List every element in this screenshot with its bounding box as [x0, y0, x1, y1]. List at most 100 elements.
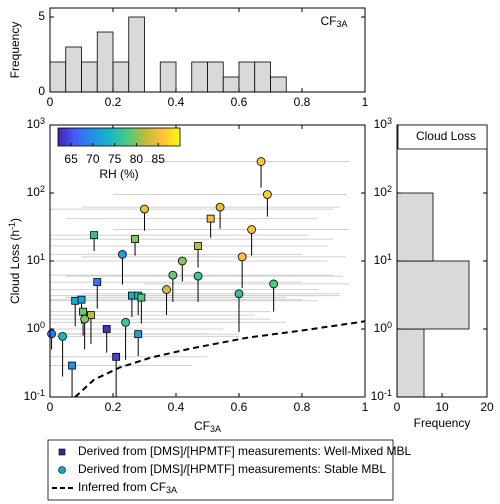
tick-label: 102 [374, 184, 392, 199]
hist-bar [207, 61, 224, 93]
hist-bar [396, 328, 425, 398]
legend-marker [58, 466, 66, 474]
colorbar-tick-label: 75 [108, 152, 122, 166]
circle-marker [247, 225, 257, 234]
y-axis-label: Frequency [8, 22, 22, 79]
tick-label: 101 [374, 252, 392, 267]
legend-entry: Inferred from CF3A [78, 480, 177, 495]
tick-label: 1 [362, 400, 369, 414]
legend-entry: Derived from [DMS]/[HPMTF] measurements:… [78, 462, 386, 476]
square-marker [134, 330, 143, 339]
tick-label: 0.8 [294, 95, 311, 109]
supscript: -1 [384, 388, 392, 398]
square-marker [194, 242, 202, 250]
clip-cover [49, 397, 366, 402]
hist-bar [238, 61, 256, 93]
hist-bar [222, 76, 240, 93]
text-part: Derived from [DMS]/[HPMTF] measurements:… [78, 462, 386, 476]
text-part: ) [8, 218, 22, 222]
supscript: -1 [7, 222, 17, 230]
tick-label: 0 [38, 84, 45, 98]
y-axis-label: Cloud Loss (h-1) [7, 218, 22, 304]
tick-label: 10-1 [371, 388, 392, 403]
text-part: CF [194, 419, 210, 433]
hist-bar [159, 61, 177, 93]
text-part: Derived from [DMS]/[HPMTF] measurements:… [78, 444, 412, 458]
text-part: 10 [374, 185, 388, 199]
subscript: 3A [166, 485, 177, 495]
square-marker [79, 307, 87, 316]
supscript: 3 [387, 116, 392, 126]
legend-box [47, 439, 394, 501]
circle-marker [262, 190, 272, 199]
circle-marker [256, 157, 266, 166]
tick-label: 0 [47, 95, 54, 109]
subscript: 3A [336, 19, 347, 29]
circle-marker [177, 256, 187, 266]
square-marker [90, 231, 98, 240]
square-marker [137, 293, 146, 302]
hist-bar [81, 61, 98, 93]
axes-box [49, 7, 366, 93]
supscript: 1 [40, 252, 45, 262]
supscript: 3 [40, 116, 45, 126]
colorbar-tick-label: 80 [130, 152, 144, 166]
legend-marker [58, 448, 66, 456]
tick-label: 100 [27, 320, 45, 335]
x-axis-label: Frequency [414, 416, 471, 430]
text-part: 10 [27, 253, 41, 267]
colorbar [57, 127, 181, 147]
text-part: 10 [374, 253, 388, 267]
hist-bar [254, 61, 271, 93]
text-part: Cloud Loss (h [8, 230, 22, 304]
supscript: 0 [387, 320, 392, 330]
circle-marker [47, 329, 56, 339]
hist-bar [96, 31, 114, 93]
tick-label: 10-1 [24, 388, 45, 403]
text-part: 10 [27, 321, 41, 335]
tick-label: 100 [374, 320, 392, 335]
tick-label: 20 [480, 400, 494, 414]
colorbar-tick-label: 65 [64, 152, 78, 166]
tick-label: 0.6 [231, 400, 248, 414]
panel-title: Cloud Loss [416, 129, 476, 143]
tick-label: 103 [27, 116, 45, 131]
tick-label: 0.4 [168, 400, 185, 414]
circle-marker [162, 285, 171, 294]
square-marker [77, 295, 86, 304]
tick-label: 0.4 [168, 95, 185, 109]
tick-label: 101 [27, 252, 45, 267]
square-marker [93, 278, 102, 286]
hist-bar [112, 61, 130, 93]
tick-label: 0.2 [105, 95, 122, 109]
supscript: 2 [40, 184, 45, 194]
circle-marker [118, 250, 127, 259]
text-part: 10 [371, 389, 385, 403]
text-part: 10 [27, 117, 41, 131]
circle-marker [269, 279, 279, 289]
tick-label: 102 [27, 184, 45, 199]
hist-bar [270, 76, 287, 93]
annotation: CF3A [320, 14, 347, 29]
supscript: 2 [387, 184, 392, 194]
text-part: 10 [374, 117, 388, 131]
tick-label: 0 [47, 400, 54, 414]
supscript: 0 [40, 320, 45, 330]
tick-label: 0 [394, 400, 401, 414]
square-marker [87, 311, 95, 320]
tick-label: 10 [435, 400, 449, 414]
square-marker [102, 325, 111, 333]
supscript: 1 [387, 252, 392, 262]
circle-marker [80, 314, 90, 324]
tick-label: 5 [38, 9, 45, 23]
text-part: 10 [24, 389, 38, 403]
hist-bar [396, 260, 470, 330]
circle-marker [58, 331, 67, 341]
tick-label: 0.2 [105, 400, 122, 414]
square-marker [112, 352, 121, 361]
tick-label: 103 [374, 116, 392, 131]
circle-marker [168, 270, 178, 280]
circle-marker [215, 202, 225, 212]
colorbar-tick-label: 85 [152, 152, 166, 166]
